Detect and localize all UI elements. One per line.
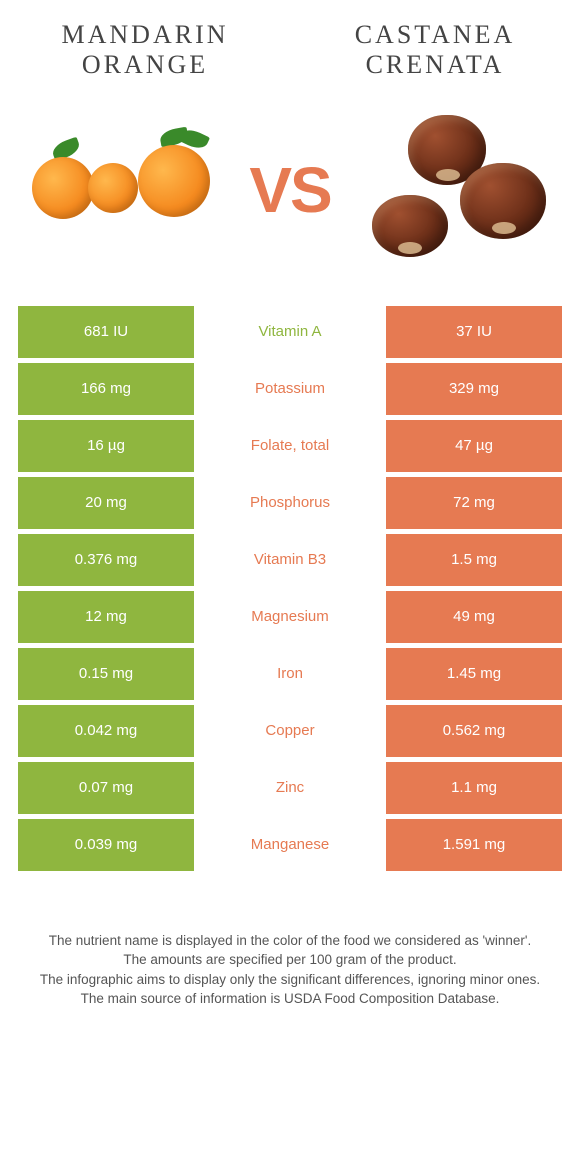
right-food-image: [350, 115, 550, 265]
left-value-cell: 0.376 mg: [18, 534, 194, 586]
nutrient-name-cell: Zinc: [194, 762, 386, 814]
nutrient-name-cell: Iron: [194, 648, 386, 700]
table-row: 681 IUVitamin A37 IU: [18, 306, 562, 358]
table-row: 20 mgPhosphorus72 mg: [18, 477, 562, 529]
left-value-cell: 166 mg: [18, 363, 194, 415]
footer-line: The main source of information is USDA F…: [30, 989, 550, 1009]
vs-label: VS: [249, 153, 330, 227]
table-row: 0.376 mgVitamin B31.5 mg: [18, 534, 562, 586]
right-food-line1: CASTANEA: [355, 20, 516, 49]
left-value-cell: 0.039 mg: [18, 819, 194, 871]
footer-line: The nutrient name is displayed in the co…: [30, 931, 550, 951]
table-row: 0.07 mgZinc1.1 mg: [18, 762, 562, 814]
right-value-cell: 49 mg: [386, 591, 562, 643]
left-food-image: [30, 115, 230, 265]
table-row: 12 mgMagnesium49 mg: [18, 591, 562, 643]
right-food-line2: CRENATA: [366, 50, 505, 79]
nutrient-name-cell: Copper: [194, 705, 386, 757]
right-value-cell: 72 mg: [386, 477, 562, 529]
table-row: 16 µgFolate, total47 µg: [18, 420, 562, 472]
mandarin-orange-icon: [30, 115, 230, 235]
left-value-cell: 20 mg: [18, 477, 194, 529]
footer-notes: The nutrient name is displayed in the co…: [30, 931, 550, 1009]
right-value-cell: 47 µg: [386, 420, 562, 472]
nutrient-name-cell: Potassium: [194, 363, 386, 415]
left-food-line1: MANDARIN: [62, 20, 229, 49]
nutrient-name-cell: Manganese: [194, 819, 386, 871]
table-row: 0.039 mgManganese1.591 mg: [18, 819, 562, 871]
right-value-cell: 0.562 mg: [386, 705, 562, 757]
right-value-cell: 37 IU: [386, 306, 562, 358]
left-value-cell: 0.042 mg: [18, 705, 194, 757]
image-row: VS: [0, 90, 580, 300]
footer-line: The infographic aims to display only the…: [30, 970, 550, 990]
left-food-title: MANDARIN ORANGE: [30, 20, 260, 80]
right-value-cell: 329 mg: [386, 363, 562, 415]
nutrient-name-cell: Folate, total: [194, 420, 386, 472]
header-row: MANDARIN ORANGE CASTANEA CRENATA: [0, 0, 580, 90]
left-value-cell: 12 mg: [18, 591, 194, 643]
right-value-cell: 1.5 mg: [386, 534, 562, 586]
nutrient-table: 681 IUVitamin A37 IU166 mgPotassium329 m…: [18, 306, 562, 871]
left-value-cell: 681 IU: [18, 306, 194, 358]
nutrient-name-cell: Vitamin A: [194, 306, 386, 358]
nutrient-name-cell: Vitamin B3: [194, 534, 386, 586]
footer-line: The amounts are specified per 100 gram o…: [30, 950, 550, 970]
left-value-cell: 0.07 mg: [18, 762, 194, 814]
chestnut-icon: [350, 115, 550, 265]
table-row: 0.042 mgCopper0.562 mg: [18, 705, 562, 757]
right-value-cell: 1.1 mg: [386, 762, 562, 814]
left-value-cell: 16 µg: [18, 420, 194, 472]
nutrient-name-cell: Magnesium: [194, 591, 386, 643]
left-value-cell: 0.15 mg: [18, 648, 194, 700]
nutrient-name-cell: Phosphorus: [194, 477, 386, 529]
table-row: 0.15 mgIron1.45 mg: [18, 648, 562, 700]
table-row: 166 mgPotassium329 mg: [18, 363, 562, 415]
right-value-cell: 1.591 mg: [386, 819, 562, 871]
left-food-line2: ORANGE: [82, 50, 208, 79]
right-food-title: CASTANEA CRENATA: [320, 20, 550, 80]
right-value-cell: 1.45 mg: [386, 648, 562, 700]
